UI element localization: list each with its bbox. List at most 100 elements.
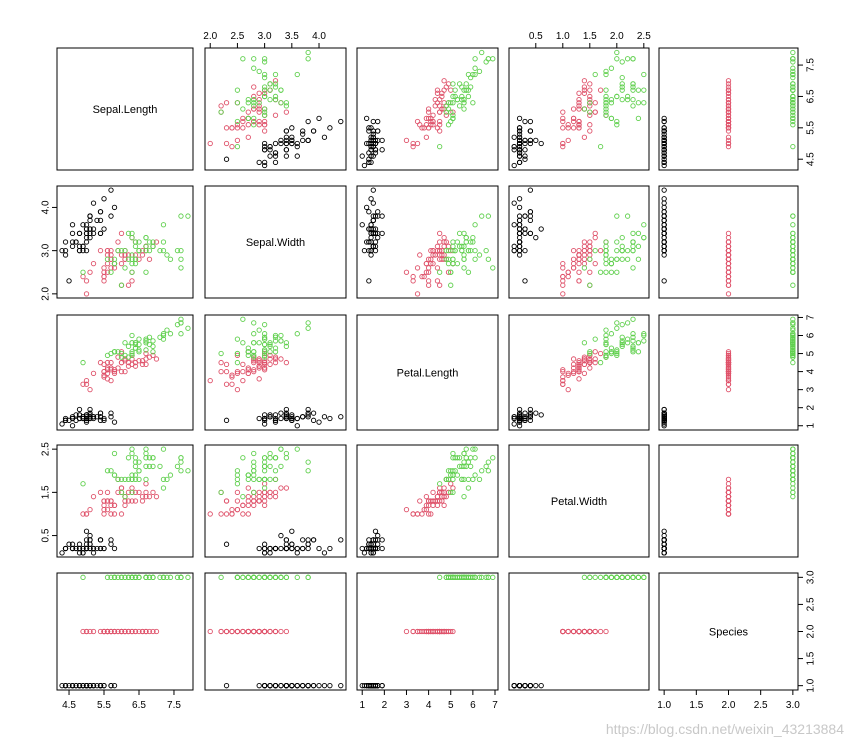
data-point (125, 455, 132, 461)
data-point (790, 481, 796, 487)
data-point (111, 419, 118, 425)
data-point (661, 140, 667, 147)
panel-frame (658, 47, 799, 171)
data-point (372, 239, 379, 245)
data-point (725, 100, 732, 106)
data-point (153, 356, 160, 362)
data-point (83, 511, 90, 517)
data-point (790, 325, 796, 331)
data-point (87, 217, 93, 224)
data-point (267, 352, 273, 358)
data-point (178, 574, 184, 580)
data-point (278, 545, 284, 552)
data-point (456, 463, 463, 470)
data-point (139, 247, 146, 254)
data-point (470, 100, 476, 106)
panel-Sepal.Length-vs-Sepal.Length: Sepal.Length (56, 47, 194, 171)
data-point (592, 247, 598, 254)
data-point (603, 243, 609, 249)
data-point (587, 100, 593, 106)
data-point (565, 122, 571, 128)
data-point (294, 574, 300, 580)
data-point (472, 65, 478, 71)
data-point (94, 545, 100, 552)
data-point (448, 628, 454, 635)
data-point (522, 414, 528, 420)
tick-label: 0.5 (529, 31, 543, 42)
data-point (366, 140, 372, 147)
data-point (146, 574, 153, 580)
data-point (603, 327, 609, 333)
data-point (359, 222, 365, 228)
data-point (240, 511, 246, 517)
data-point (587, 239, 593, 245)
data-point (790, 68, 796, 75)
data-point (576, 358, 582, 364)
data-point (603, 109, 609, 115)
data-point (223, 683, 230, 689)
data-point (725, 125, 732, 131)
data-point (146, 256, 153, 262)
panel-Sepal.Width-vs-Sepal.Length (56, 185, 194, 299)
data-point (267, 87, 273, 93)
data-point (592, 230, 598, 237)
data-point (370, 200, 376, 206)
data-point (459, 243, 465, 249)
data-point (267, 476, 273, 483)
data-point (419, 511, 425, 517)
data-point (635, 256, 642, 262)
data-point (614, 256, 620, 262)
data-point (603, 256, 609, 262)
data-point (300, 683, 306, 689)
data-point (251, 122, 257, 128)
data-point (630, 265, 636, 271)
data-point (294, 446, 300, 452)
data-point (439, 106, 445, 112)
data-point (234, 359, 241, 366)
data-point (619, 574, 625, 580)
tick-label: 3.0 (41, 243, 52, 257)
data-point (428, 511, 434, 517)
data-point (111, 511, 118, 517)
data-point (661, 278, 667, 284)
data-point (115, 349, 121, 355)
data-point (125, 476, 132, 483)
data-point (597, 143, 604, 150)
data-point (278, 100, 284, 106)
data-point (62, 417, 69, 423)
data-point (661, 419, 667, 425)
data-point (153, 628, 160, 635)
data-point (592, 574, 598, 580)
data-point (261, 93, 268, 100)
data-point (321, 134, 328, 140)
data-point (661, 162, 667, 169)
data-point (174, 574, 181, 580)
data-point (725, 137, 732, 144)
data-point (234, 472, 241, 478)
data-point (790, 340, 796, 346)
data-point (372, 528, 379, 534)
data-point (251, 574, 257, 580)
data-point (87, 628, 93, 635)
data-point (479, 468, 485, 474)
data-point (576, 278, 582, 284)
data-point (452, 87, 458, 93)
data-point (576, 365, 582, 371)
data-point (132, 459, 139, 465)
data-point (516, 143, 523, 150)
data-point (251, 368, 257, 375)
data-point (516, 217, 523, 224)
data-point (725, 230, 732, 237)
data-point (316, 115, 322, 122)
panel-frame (658, 314, 799, 431)
data-point (614, 239, 620, 245)
data-point (267, 341, 273, 348)
data-point (261, 143, 268, 150)
data-point (174, 247, 181, 254)
data-point (283, 103, 290, 109)
data-point (465, 485, 472, 491)
data-point (111, 260, 118, 267)
data-point (283, 410, 290, 416)
data-point (597, 350, 604, 357)
data-point (725, 350, 732, 357)
